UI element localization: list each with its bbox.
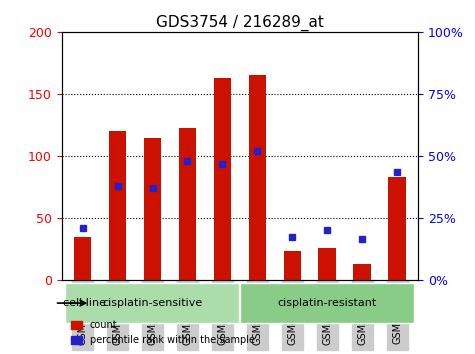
Text: cisplatin-resistant: cisplatin-resistant (277, 298, 377, 308)
Bar (74, 237, 91, 280)
FancyBboxPatch shape (65, 283, 239, 324)
Text: cisplatin-sensitive: cisplatin-sensitive (103, 298, 203, 308)
Bar (353, 264, 371, 280)
Legend: count, percentile rank within the sample: count, percentile rank within the sample (66, 316, 259, 349)
Title: GDS3754 / 216289_at: GDS3754 / 216289_at (156, 14, 324, 30)
Bar (179, 127, 196, 280)
Bar (214, 78, 231, 280)
Bar (248, 75, 266, 280)
Bar (109, 131, 126, 280)
Bar (318, 248, 336, 280)
Bar (144, 137, 162, 280)
Bar (389, 177, 406, 280)
Bar (284, 251, 301, 280)
FancyBboxPatch shape (240, 283, 414, 324)
Text: cell line: cell line (64, 298, 106, 308)
